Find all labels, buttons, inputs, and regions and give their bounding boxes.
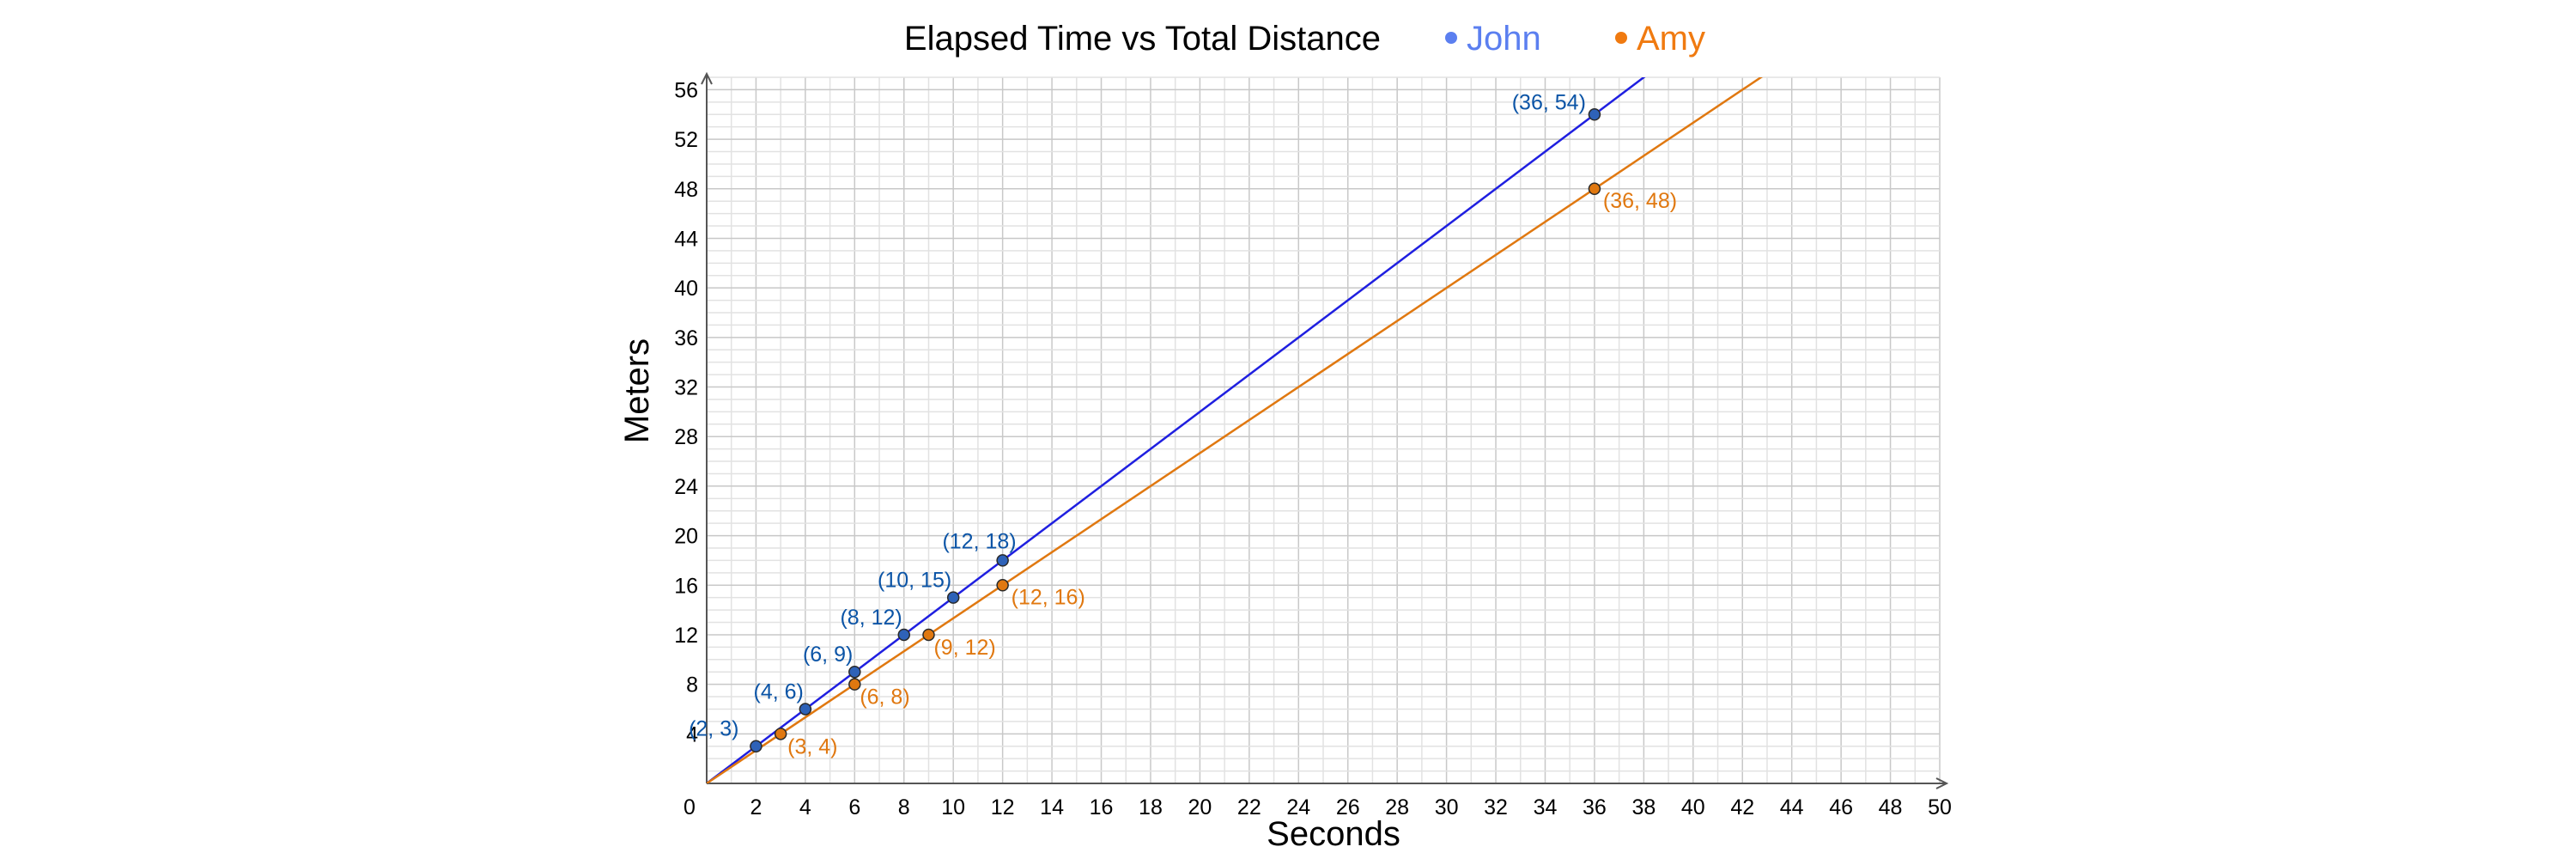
series-lines — [707, 77, 1764, 783]
y-tick-label: 16 — [674, 574, 698, 598]
data-point-john — [848, 665, 861, 679]
y-tick-label: 44 — [674, 227, 698, 251]
point-label-john: (36, 54) — [1512, 90, 1586, 114]
data-point-john — [1588, 108, 1601, 121]
point-labels: (2, 3) (4, 6) (6, 9) (8, 12) (10, 15) (12, 18… — [689, 90, 1677, 758]
y-tick-label: 28 — [674, 425, 698, 449]
x-axis-label: Seconds — [1267, 815, 1400, 853]
x-tick-label: 34 — [1534, 795, 1558, 819]
point-label-amy: (3, 4) — [787, 734, 837, 758]
y-tick-label: 24 — [674, 475, 698, 499]
y-axis-arrow — [701, 71, 713, 85]
x-tick-label: 12 — [991, 795, 1015, 819]
y-tick-label: 20 — [674, 525, 698, 549]
y-axis-label: Meters — [618, 338, 656, 443]
x-tick-label: 28 — [1385, 795, 1409, 819]
legend-marker-john — [1445, 32, 1457, 44]
y-tick-label: 48 — [674, 178, 698, 202]
legend-label-john: John — [1467, 20, 1541, 58]
x-tick-label: 8 — [898, 795, 910, 819]
point-label-john: (10, 15) — [878, 569, 951, 593]
axes — [701, 71, 1949, 789]
y-tick-label: 40 — [674, 277, 698, 301]
x-tick-label: 36 — [1583, 795, 1607, 819]
y-tick-label: 56 — [674, 78, 698, 102]
series-line-john — [707, 77, 1646, 783]
x-tick-label: 44 — [1780, 795, 1804, 819]
x-tick-label: 10 — [941, 795, 965, 819]
x-axis-arrow — [1935, 777, 1949, 789]
y-tick-label: 36 — [674, 326, 698, 350]
data-point-amy — [848, 678, 861, 691]
point-label-john: (6, 9) — [803, 643, 853, 667]
y-tick-label: 4 — [686, 722, 698, 746]
legend-marker-amy — [1615, 32, 1627, 44]
x-tick-label: 18 — [1139, 795, 1163, 819]
data-point-amy — [1588, 182, 1601, 196]
data-points — [750, 108, 1601, 752]
point-label-john: (8, 12) — [840, 606, 902, 630]
x-tick-label: 46 — [1829, 795, 1853, 819]
x-tick-label: 6 — [848, 795, 860, 819]
x-tick-label: 50 — [1928, 795, 1952, 819]
series-line-amy — [707, 77, 1764, 783]
data-point-john — [799, 703, 812, 716]
chart-title: Elapsed Time vs Total Distance — [904, 20, 1381, 58]
x-tick-label: 14 — [1040, 795, 1064, 819]
y-tick-label: 52 — [674, 128, 698, 152]
data-point-john — [996, 554, 1009, 567]
x-tick-label: 20 — [1188, 795, 1212, 819]
x-tick-label: 24 — [1286, 795, 1310, 819]
x-tick-label: 42 — [1730, 795, 1754, 819]
x-tick-label: 22 — [1237, 795, 1261, 819]
x-tick-label: 4 — [799, 795, 811, 819]
point-label-amy: (6, 8) — [860, 685, 909, 710]
x-tick-label: 16 — [1090, 795, 1114, 819]
point-label-john: (2, 3) — [689, 717, 738, 741]
data-point-amy — [996, 579, 1009, 592]
x-tick-label: 2 — [750, 795, 762, 819]
point-label-john: (4, 6) — [754, 679, 804, 704]
legend: John Amy — [1445, 20, 1705, 58]
data-point-john — [750, 740, 762, 752]
y-tick-label: 8 — [686, 673, 698, 698]
data-point-amy — [774, 728, 787, 740]
x-tick-label: 32 — [1484, 795, 1508, 819]
x-tick-labels: 0 2 4 6 8 10 12 14 16 18 20 22 24 26 28 30 32 34 36 38 40 42 4… — [683, 795, 1952, 819]
data-point-john — [946, 591, 960, 604]
x-tick-label: 48 — [1879, 795, 1903, 819]
data-point-john — [897, 628, 911, 642]
data-point-amy — [922, 628, 935, 642]
x-tick-label: 30 — [1435, 795, 1459, 819]
point-label-amy: (36, 48) — [1603, 189, 1677, 213]
point-label-amy: (12, 16) — [1012, 585, 1085, 609]
legend-label-amy: Amy — [1637, 20, 1705, 58]
grid — [707, 76, 1941, 783]
y-tick-label: 32 — [674, 376, 698, 400]
point-label-john: (12, 18) — [942, 529, 1016, 553]
x-tick-label: 26 — [1336, 795, 1360, 819]
y-tick-label: 12 — [674, 624, 698, 648]
x-tick-label: 0 — [683, 795, 696, 819]
x-tick-label: 38 — [1631, 795, 1656, 819]
x-tick-label: 40 — [1681, 795, 1705, 819]
point-label-amy: (9, 12) — [933, 636, 995, 660]
